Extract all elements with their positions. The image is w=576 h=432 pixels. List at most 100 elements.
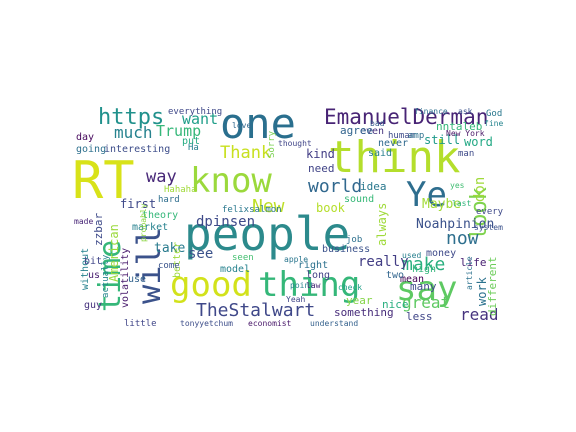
word-great: great — [402, 293, 450, 312]
word-want: want — [182, 110, 218, 128]
word-emanuelderman: EmanuelDerman — [324, 105, 488, 129]
word-market: market — [132, 222, 168, 233]
word-really: really — [358, 254, 409, 270]
word-never: never — [378, 138, 408, 149]
word-make: make — [402, 254, 445, 275]
word-tonyyetchum: tonyyetchum — [180, 319, 233, 328]
word-now: now — [446, 228, 479, 249]
word-day: day — [76, 132, 94, 143]
word-trump: Trump — [156, 122, 201, 140]
word-theory: theory — [142, 210, 178, 221]
word-us: us — [88, 270, 100, 281]
word-world: world — [308, 176, 362, 197]
word-much: much — [114, 123, 153, 142]
word-work: work — [475, 276, 489, 306]
word-amp: amp — [408, 131, 424, 141]
word-business: business — [322, 244, 370, 255]
word-cloud: people think one RT good thing say know will time… — [72, 94, 504, 332]
word-new-york: New York — [446, 129, 485, 138]
word-finance: finance — [414, 107, 448, 116]
word-different: different — [486, 256, 499, 316]
word-read: read — [460, 305, 499, 324]
word-sound: sound — [344, 194, 374, 205]
word-always: always — [375, 203, 389, 246]
word-understand: understand — [310, 319, 358, 328]
word-new: New — [252, 196, 285, 217]
word-interesting: interesting — [104, 144, 170, 155]
word-dpinsen: dpinsen — [196, 214, 255, 230]
word-idea: idea — [360, 180, 387, 193]
word-made: made — [74, 217, 93, 226]
word-actually: actually — [101, 254, 111, 298]
word-see: see — [188, 246, 213, 262]
word-man: man — [458, 149, 474, 159]
word-point: point — [290, 281, 314, 290]
word-say: say — [396, 269, 457, 309]
word-said: said — [368, 148, 392, 159]
word-seen: seen — [232, 253, 254, 263]
word-sorry: Sorry — [267, 130, 277, 158]
word-system: system — [474, 223, 503, 232]
word-fine: fine — [484, 119, 503, 128]
word-first: first — [120, 197, 156, 211]
word-law: law — [306, 281, 321, 290]
word-rt: RT — [72, 151, 135, 211]
word-word: word — [464, 135, 493, 149]
word-everything: everything — [168, 107, 222, 117]
word-book: book — [316, 201, 346, 215]
word-job: job — [346, 235, 362, 245]
word-still: still — [424, 133, 460, 147]
word-many: many — [410, 280, 437, 293]
word-american: American — [107, 224, 121, 282]
word-economist: economist — [248, 319, 292, 328]
word-yes: yes — [450, 181, 465, 190]
word-nice: nice — [382, 298, 409, 311]
word-nntaleb: nntaleb — [436, 120, 482, 133]
word-mean: mean — [400, 274, 424, 285]
word-human: human — [388, 131, 415, 141]
word-way: way — [146, 167, 177, 187]
word-look: look — [467, 187, 492, 240]
word-guy: guy — [84, 300, 102, 311]
word-good: good — [170, 265, 252, 305]
word-money: money — [426, 248, 456, 259]
word-people: people — [184, 207, 350, 261]
word-time: time — [93, 240, 128, 312]
word-use: use — [128, 274, 146, 285]
word-one: one — [220, 99, 296, 148]
word-yeah: Yeah — [286, 295, 305, 304]
word-love: love — [232, 121, 251, 130]
word-zzbar: zzbar — [92, 213, 105, 246]
word-take: take — [154, 241, 185, 256]
word-bit: bit — [84, 256, 102, 267]
word-thing: thing — [258, 265, 360, 305]
word-high: high — [412, 264, 436, 275]
word-every: every — [476, 207, 504, 217]
word-without: without — [80, 248, 91, 290]
word-bad: bad — [370, 119, 385, 128]
word-article: article — [465, 256, 474, 290]
word-model: model — [220, 264, 250, 275]
word-thank: Thank — [220, 143, 271, 163]
word-put: put — [182, 136, 200, 147]
word-little: little — [124, 319, 157, 329]
word-hard: hard — [158, 195, 180, 205]
word-two: two — [386, 270, 404, 281]
word-probably: probably — [139, 203, 148, 242]
word-don: don — [472, 177, 488, 202]
word-will: will — [130, 227, 168, 304]
word-maybe: Maybe — [422, 197, 461, 212]
word-volatility: volatility — [120, 248, 131, 308]
word-think: think — [328, 132, 460, 183]
word-need: need — [308, 162, 335, 175]
word-life: life — [460, 256, 487, 269]
word-thought: thought — [278, 139, 312, 148]
word-last: last — [452, 199, 471, 208]
word-thestalwart: TheStalwart — [196, 300, 315, 321]
word-apple: apple — [284, 255, 308, 264]
word-check: check — [338, 283, 362, 292]
word-ye: Ye — [406, 175, 447, 215]
word-come: come — [158, 261, 180, 271]
word-hahaha: Hahaha — [164, 185, 197, 195]
word-better: better — [172, 242, 183, 278]
